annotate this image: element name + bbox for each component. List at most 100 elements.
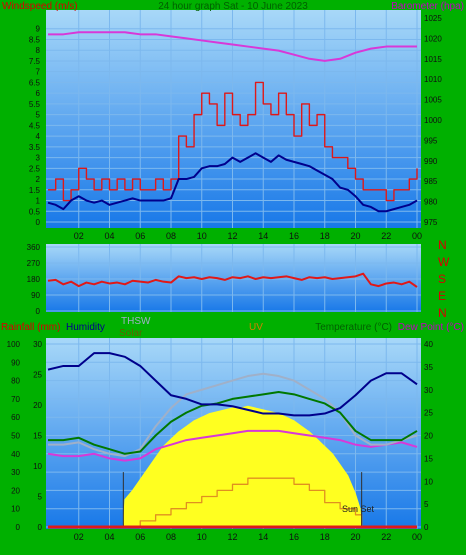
y-tick-label: 1.5 <box>29 186 41 195</box>
x-tick-label: 20 <box>350 532 360 542</box>
windspeed-line <box>48 81 418 202</box>
y-tick-label: 10 <box>11 505 20 514</box>
y-tick-label: 10 <box>424 477 433 486</box>
barometer-axis-title: Barometer (hpa) <box>391 1 464 12</box>
y-tick-label: 60 <box>11 413 20 422</box>
temperature-line <box>48 391 418 455</box>
x-tick-label: 12 <box>227 231 237 241</box>
y-tick-label: 1020 <box>424 34 442 43</box>
temperature-axis-title: Temperature (°C) <box>315 322 392 333</box>
x-tick-label: 04 <box>104 231 114 241</box>
y-tick-label: 0 <box>38 523 43 532</box>
y-tick-label: 20 <box>11 486 20 495</box>
y-tick-label: 0 <box>36 218 41 227</box>
y-tick-label: 1 <box>36 197 41 206</box>
solar-legend-label: Solar <box>119 328 143 339</box>
y-tick-label: 40 <box>11 450 20 459</box>
y-tick-label: 4 <box>36 132 41 141</box>
sunset-annotation: Sun Set <box>342 504 375 514</box>
x-tick-label: 08 <box>166 532 176 542</box>
x-tick-label: 12 <box>227 532 237 542</box>
compass-label-n-top: N <box>438 238 447 252</box>
y-tick-label: 25 <box>33 371 42 380</box>
x-tick-label: 00 <box>412 231 422 241</box>
wind-panel-plot <box>46 10 421 228</box>
y-tick-label: 9 <box>36 25 41 34</box>
y-tick-label: 10 <box>33 462 42 471</box>
y-tick-label: 2.5 <box>29 164 41 173</box>
y-tick-label: 35 <box>424 363 433 372</box>
x-tick-label: 18 <box>320 532 330 542</box>
y-tick-label: 6 <box>36 89 41 98</box>
x-tick-label: 14 <box>258 231 268 241</box>
y-tick-label: 1015 <box>424 55 442 64</box>
x-tick-label: 20 <box>350 231 360 241</box>
y-tick-label: 985 <box>424 177 438 186</box>
thsw-line <box>48 372 418 458</box>
y-tick-label: 30 <box>33 340 42 349</box>
y-tick-label: 1010 <box>424 75 442 84</box>
humidity-line <box>47 352 418 417</box>
y-tick-label: 975 <box>424 218 438 227</box>
y-tick-label: 5 <box>38 493 43 502</box>
x-tick-label: 22 <box>381 532 391 542</box>
barometer-line <box>48 31 417 62</box>
compass-label-s: S <box>438 272 446 286</box>
y-tick-label: 7.5 <box>29 57 41 66</box>
uv-legend-label: UV <box>249 322 263 333</box>
y-tick-label: 5 <box>424 500 429 509</box>
x-tick-label: 00 <box>412 532 422 542</box>
y-tick-label: 40 <box>424 340 433 349</box>
y-tick-label: 2 <box>36 175 41 184</box>
x-tick-label: 06 <box>135 231 145 241</box>
y-tick-label: 0 <box>16 523 21 532</box>
x-tick-label: 10 <box>197 532 207 542</box>
x-tick-label: 10 <box>197 231 207 241</box>
y-tick-label: 25 <box>424 409 433 418</box>
y-tick-label: 8 <box>36 46 41 55</box>
thsw-legend-label: THSW <box>121 316 151 327</box>
y-tick-label: 8.5 <box>29 35 41 44</box>
y-tick-label: 7 <box>36 68 41 77</box>
x-tick-label: 08 <box>166 231 176 241</box>
x-tick-label: 22 <box>381 231 391 241</box>
y-tick-label: 3 <box>36 154 41 163</box>
humidity-axis-title: Humidity <box>66 322 105 333</box>
y-tick-label: 1005 <box>424 96 442 105</box>
y-tick-label: 4.5 <box>29 121 41 130</box>
y-tick-label: 5.5 <box>29 100 41 109</box>
y-tick-label: 990 <box>424 157 438 166</box>
y-tick-label: 20 <box>424 432 433 441</box>
dew-point-axis-title: Dew Point (°C) <box>398 322 464 333</box>
y-tick-label: 15 <box>33 432 42 441</box>
y-tick-label: 995 <box>424 136 438 145</box>
y-tick-label: 50 <box>11 432 20 441</box>
y-tick-label: 5 <box>36 111 41 120</box>
compass-label-e: E <box>438 289 446 303</box>
y-tick-label: 30 <box>424 386 433 395</box>
axis-ticks: 02 04 06 08 10 12 14 16 18 20 22 0000.511.522.533.5… <box>7 14 443 542</box>
compass-label-n-bottom: N <box>438 306 447 320</box>
y-tick-label: 0 <box>36 307 41 316</box>
y-tick-label: 980 <box>424 198 438 207</box>
wind-average-line <box>47 152 418 213</box>
compass-label-w: W <box>438 255 450 269</box>
dew-point-line <box>47 429 418 462</box>
y-tick-label: 80 <box>11 377 20 386</box>
wind-direction-line <box>47 272 418 288</box>
y-tick-label: 30 <box>11 468 20 477</box>
uv-line <box>48 477 417 528</box>
y-tick-label: 0 <box>424 523 429 532</box>
y-tick-label: 6.5 <box>29 78 41 87</box>
rainfall-axis-title: Rainfall (mm) <box>1 322 60 333</box>
x-tick-label: 16 <box>289 532 299 542</box>
x-tick-label: 06 <box>135 532 145 542</box>
y-tick-label: 20 <box>33 401 42 410</box>
y-tick-label: 15 <box>424 454 433 463</box>
y-tick-label: 70 <box>11 395 20 404</box>
y-tick-label: 1025 <box>424 14 442 23</box>
x-tick-label: 02 <box>74 532 84 542</box>
y-tick-label: 1000 <box>424 116 442 125</box>
x-tick-label: 14 <box>258 532 268 542</box>
series-lines <box>47 31 418 529</box>
